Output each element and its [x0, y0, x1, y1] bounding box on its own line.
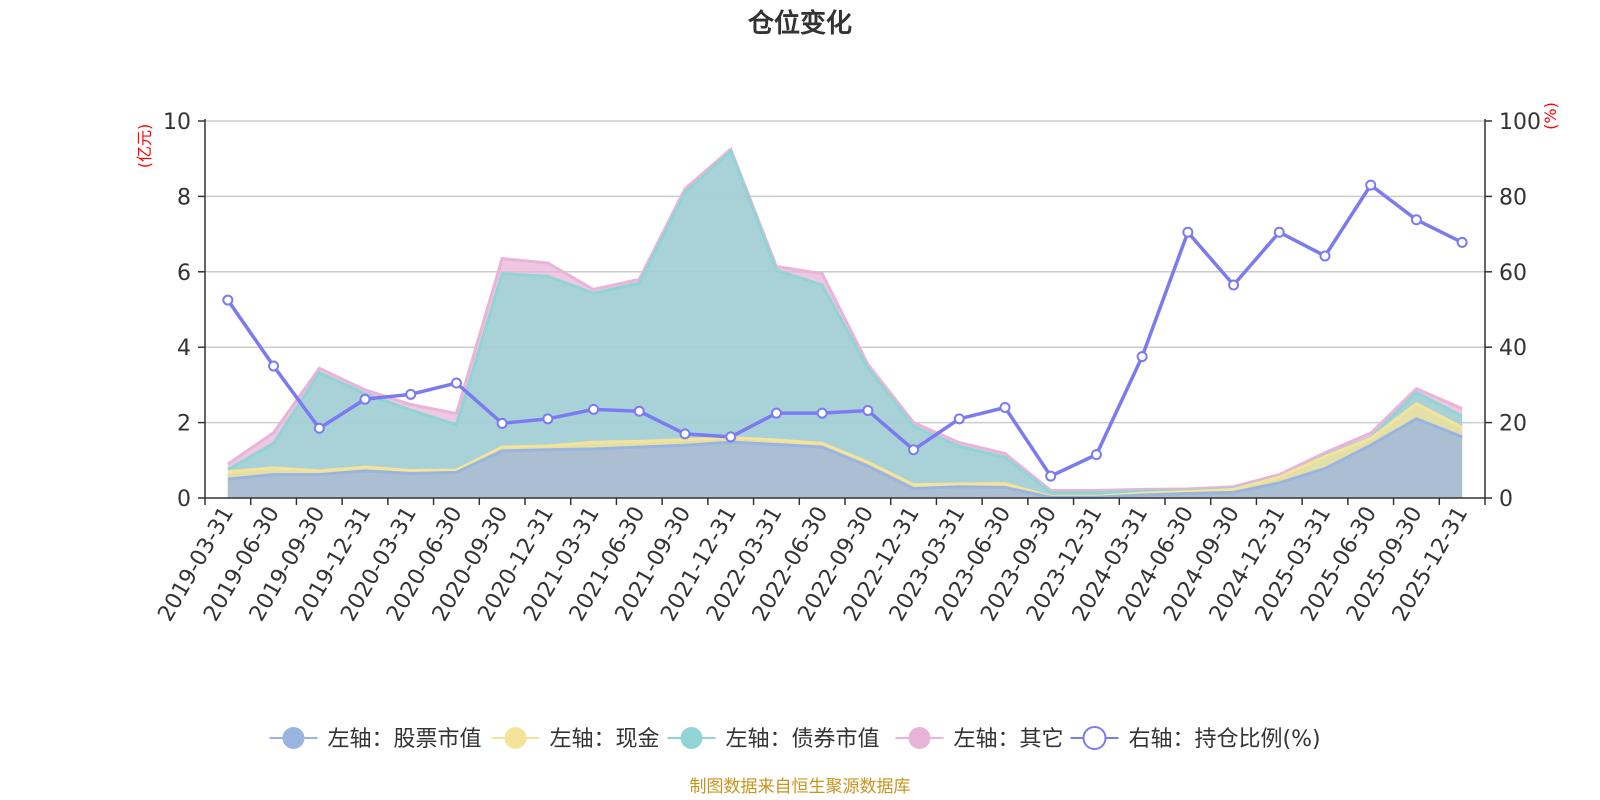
area-2	[227, 151, 1463, 498]
legend: 左轴：股票市值 左轴：现金 左轴：债券市值 左轴：其它 右轴：持仓比例(%)	[269, 726, 1321, 752]
ratio-point	[1319, 250, 1331, 262]
area-edge-0	[227, 417, 1463, 499]
ratio-point	[222, 294, 234, 306]
left-tick-label: 6	[177, 261, 191, 286]
right-tick-label: 40	[1499, 336, 1527, 361]
area-edge-1	[227, 401, 1463, 498]
left-tick-label: 2	[177, 412, 191, 437]
ratio-point	[1090, 449, 1102, 461]
ratio-point	[816, 407, 828, 419]
legend-marker	[282, 727, 305, 749]
right-tick-label: 80	[1499, 185, 1527, 210]
data-source-note: 制图数据来自恒生聚源数据库	[690, 777, 911, 797]
ratio-point	[359, 393, 371, 405]
right-tick-label: 20	[1499, 412, 1527, 437]
legend-marker	[680, 727, 703, 749]
ratio-point	[1182, 226, 1194, 238]
right-tick-label: 60	[1499, 261, 1527, 286]
ratio-point	[1136, 351, 1148, 363]
area-series	[227, 146, 1463, 499]
ratio-point	[1273, 226, 1285, 238]
legend-marker	[908, 727, 931, 749]
ratio-point	[542, 413, 554, 425]
ratio-point	[268, 360, 280, 372]
ratio-point	[633, 405, 645, 417]
right-tick-label: 0	[1499, 487, 1513, 512]
left-tick-label: 8	[177, 185, 191, 210]
ratio-point	[496, 417, 508, 429]
ratio-point	[725, 431, 737, 443]
legend-label: 右轴：持仓比例(%)	[1129, 727, 1321, 752]
left-tick-label: 10	[163, 110, 191, 135]
ratio-point	[679, 428, 691, 440]
right-axis-unit: (%)	[1541, 102, 1560, 130]
chart-title: 仓位变化	[747, 8, 852, 39]
ratio-point	[1410, 214, 1422, 226]
ratio-point	[862, 405, 874, 417]
legend-marker-hollow	[1082, 726, 1107, 750]
ratio-point	[1456, 236, 1468, 248]
ratio-point	[313, 422, 325, 434]
ratio-point	[953, 413, 965, 425]
left-axis-unit: (亿元)	[135, 124, 154, 169]
right-tick-label: 100	[1499, 110, 1541, 135]
left-tick-label: 4	[177, 336, 191, 361]
ratio-line	[226, 182, 1463, 479]
ratio-point	[908, 444, 920, 456]
ratio-point	[1228, 279, 1240, 291]
left-tick-label: 0	[177, 487, 191, 512]
area-0	[227, 418, 1463, 498]
ratio-point	[1045, 470, 1057, 482]
gridlines	[205, 120, 1485, 424]
ratio-point	[770, 407, 782, 419]
ratio-point	[999, 402, 1011, 414]
ratio-point	[405, 388, 417, 400]
ratio-line-series	[222, 179, 1468, 482]
legend-label: 左轴：股票市值	[328, 727, 482, 752]
ratio-point	[1365, 179, 1377, 191]
ratio-point	[588, 403, 600, 415]
ratio-point	[450, 377, 462, 389]
area-edge-3	[227, 146, 1463, 492]
legend-label: 左轴：现金	[550, 727, 660, 752]
legend-label: 左轴：债券市值	[726, 727, 880, 752]
legend-marker	[504, 727, 527, 749]
legend-label: 左轴：其它	[954, 727, 1064, 752]
